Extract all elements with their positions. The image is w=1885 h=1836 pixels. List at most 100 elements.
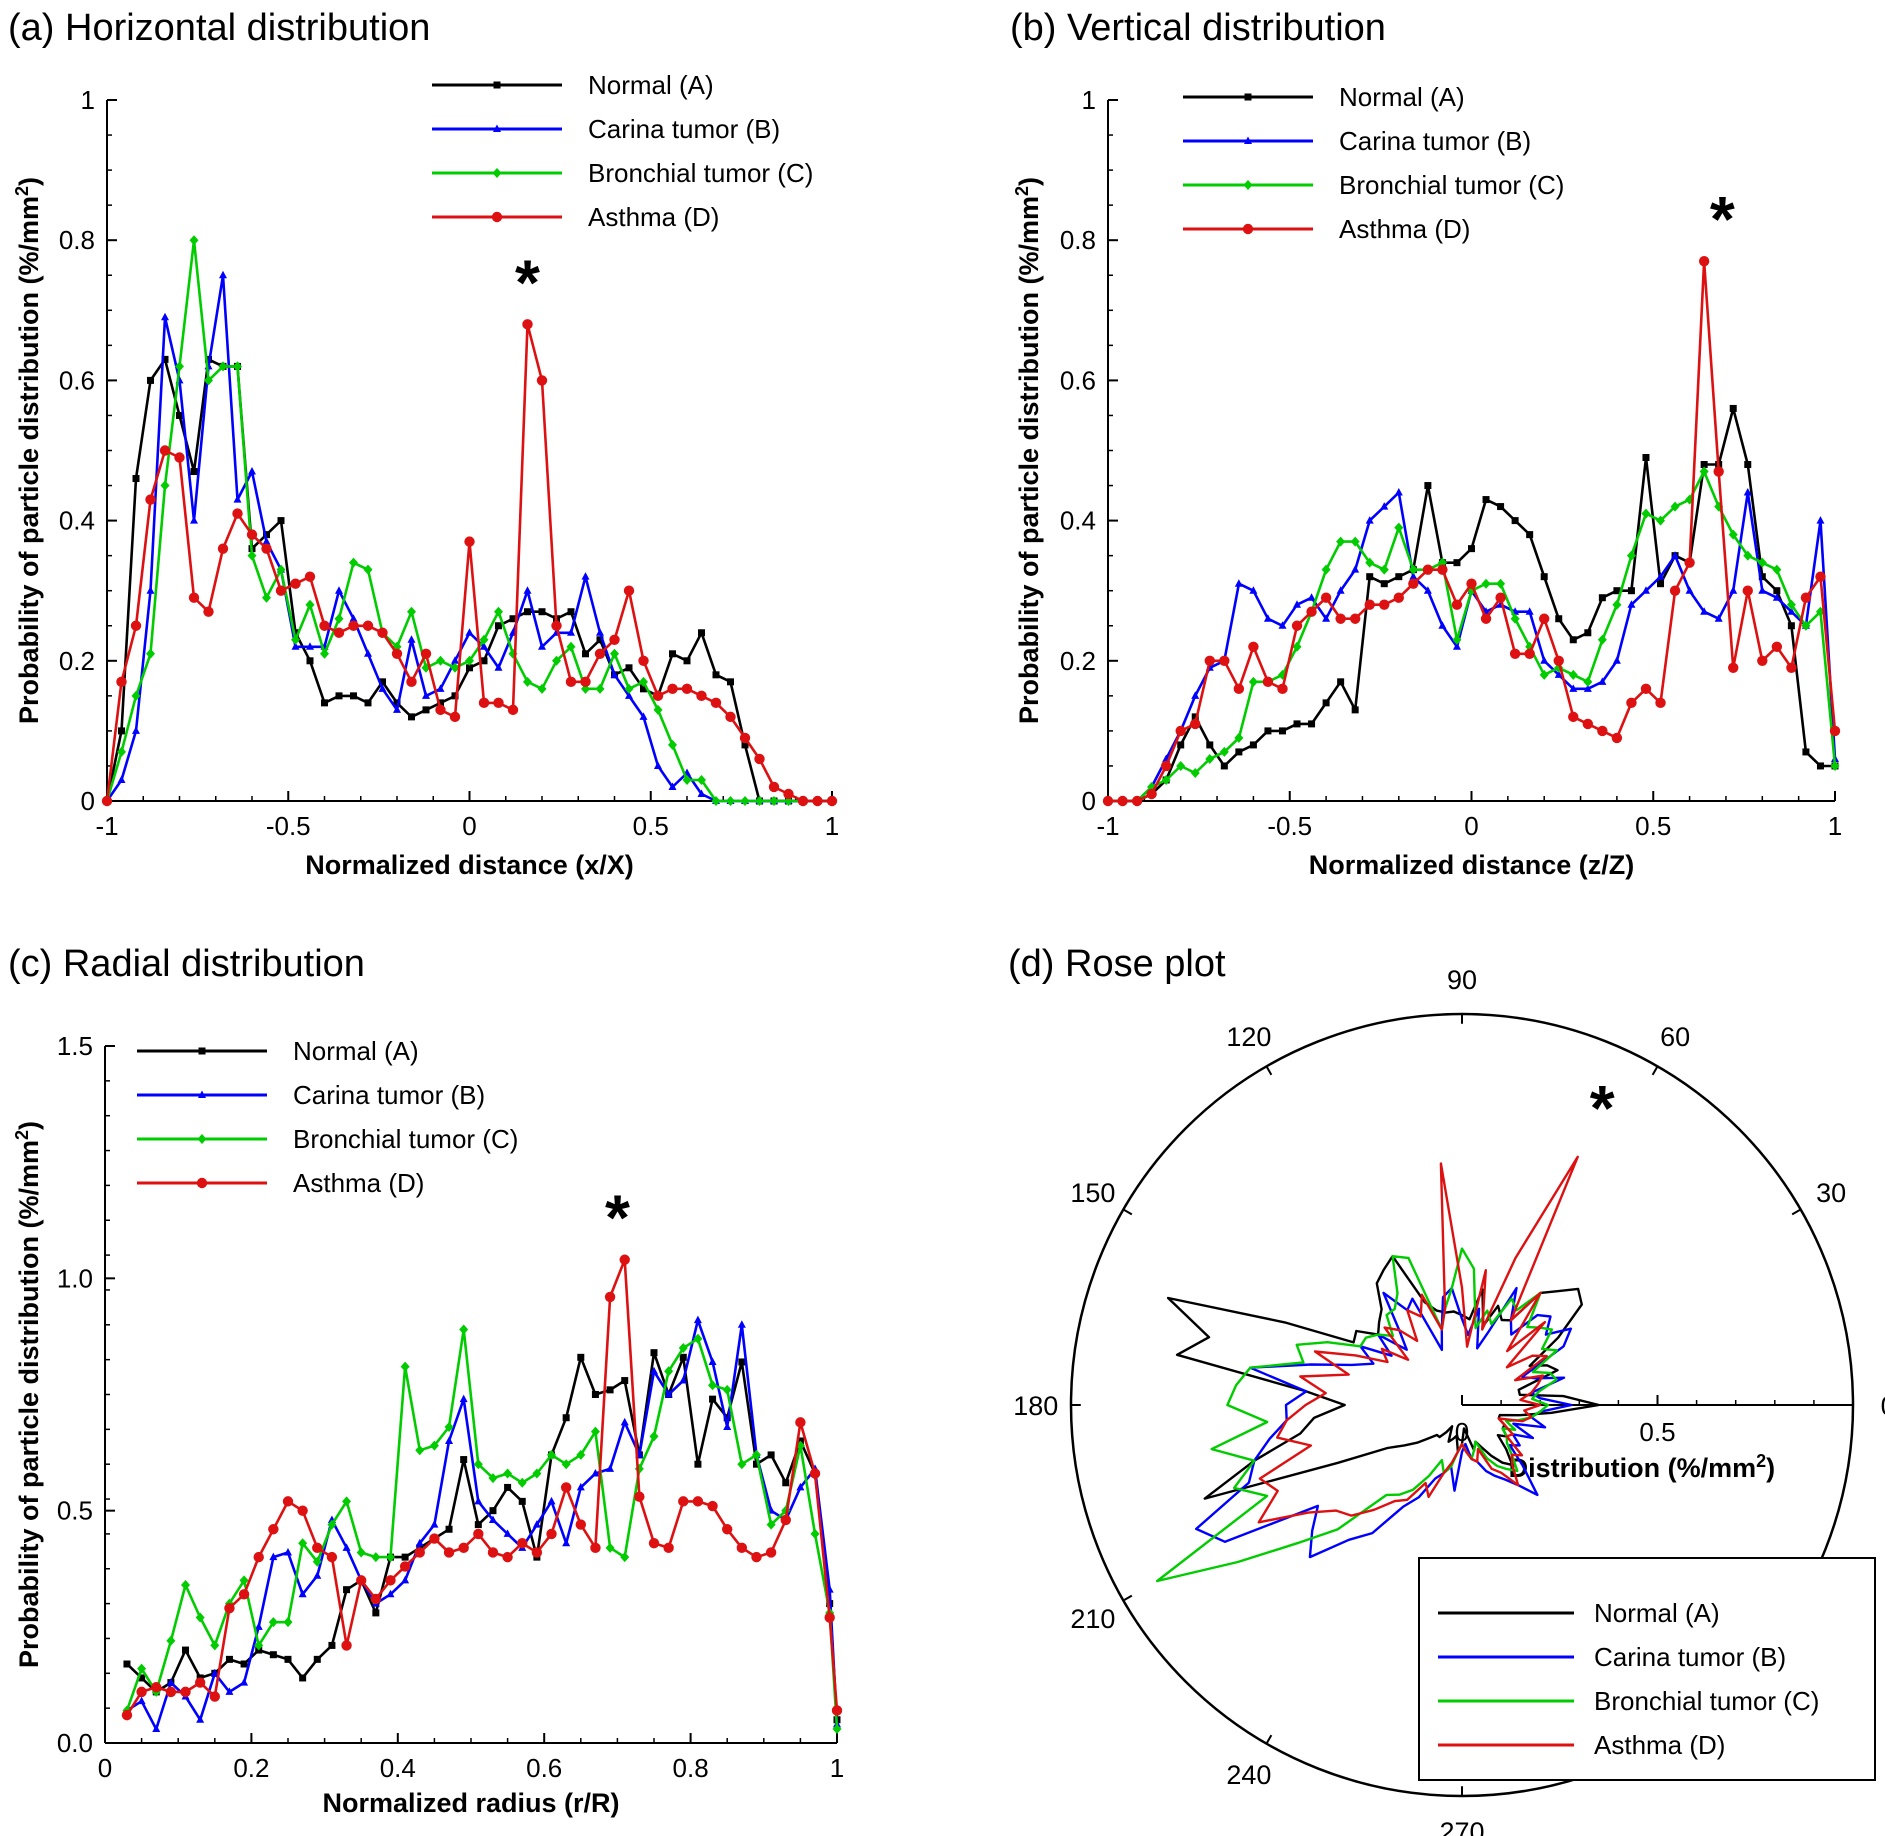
data-point <box>722 1384 732 1395</box>
legend-entry: Bronchial tumor (C) <box>1339 170 1564 200</box>
data-point <box>1517 1484 1519 1486</box>
data-point <box>1350 1364 1353 1366</box>
x-tick-label: 0 <box>462 811 476 841</box>
data-point <box>160 480 170 491</box>
data-point <box>225 1687 234 1695</box>
data-point <box>319 620 330 631</box>
data-point <box>1310 1444 1312 1447</box>
y-tick-label: 1 <box>1082 85 1096 115</box>
x-tick-label: 0 <box>1464 811 1478 841</box>
data-point <box>449 711 461 723</box>
data-point <box>766 1519 776 1530</box>
data-point <box>1514 1257 1517 1259</box>
data-point <box>306 642 314 650</box>
series-asthma-d <box>101 319 838 807</box>
data-point <box>1554 670 1563 678</box>
data-point <box>1568 669 1578 680</box>
data-point <box>1438 621 1447 629</box>
angle-tick-mark <box>1651 1065 1659 1076</box>
radial-axis-label-superscript: 2 <box>1756 1451 1766 1471</box>
data-point <box>1293 720 1301 728</box>
data-point <box>1445 1431 1448 1433</box>
data-point <box>312 1556 322 1567</box>
data-point <box>722 1524 733 1535</box>
data-point <box>1461 1247 1463 1250</box>
data-point <box>754 753 765 765</box>
data-point <box>1771 641 1783 652</box>
data-point <box>1506 1435 1508 1438</box>
data-point <box>298 1538 308 1549</box>
data-point <box>1685 586 1694 594</box>
data-point <box>783 788 794 800</box>
data-point <box>638 655 649 666</box>
data-point <box>1224 1541 1226 1543</box>
data-point <box>683 657 691 665</box>
data-point <box>580 676 591 688</box>
data-point <box>1612 599 1622 610</box>
data-point <box>363 564 373 575</box>
data-point <box>1395 573 1403 581</box>
data-point <box>562 1538 571 1547</box>
data-point <box>1117 795 1128 807</box>
data-point <box>1758 573 1766 581</box>
data-point <box>1509 648 1521 659</box>
data-point <box>751 1551 762 1563</box>
data-point <box>782 1479 790 1487</box>
data-point <box>479 634 489 645</box>
panel-d-rose-plot: (d) Rose plot 0 0.5 Distribution (%/mm2) 0 30… <box>1008 943 1885 1836</box>
data-point <box>305 599 315 610</box>
data-point <box>1365 557 1375 568</box>
data-point <box>796 1482 805 1491</box>
data-point <box>240 1678 249 1686</box>
data-point <box>460 1456 468 1464</box>
data-point <box>1418 1496 1420 1498</box>
data-point <box>1545 1333 1547 1336</box>
data-point <box>1514 1379 1516 1382</box>
data-point <box>146 648 155 659</box>
data-point <box>1160 760 1172 772</box>
data-point <box>1626 697 1637 709</box>
data-point <box>1386 1447 1389 1449</box>
data-point <box>1729 586 1738 594</box>
data-point <box>204 375 213 386</box>
data-point <box>1393 1500 1396 1502</box>
data-point <box>1744 461 1752 469</box>
data-point <box>1453 559 1461 567</box>
data-point <box>239 1575 249 1586</box>
data-point <box>1466 1345 1468 1348</box>
data-point <box>679 1353 687 1361</box>
data-point <box>1453 1310 1455 1313</box>
data-point <box>1729 404 1737 412</box>
data-point <box>123 1660 131 1668</box>
data-point <box>1220 762 1228 770</box>
data-point <box>1412 1488 1414 1491</box>
data-point <box>1393 1308 1396 1310</box>
data-point <box>625 691 633 699</box>
data-point <box>1195 1528 1198 1530</box>
data-point <box>152 1724 161 1733</box>
data-point <box>1427 1496 1430 1498</box>
data-point <box>248 467 256 475</box>
data-point <box>1553 655 1564 666</box>
data-point <box>1626 550 1636 561</box>
data-point <box>1306 606 1317 617</box>
radial-axis-label: Distribution (%/mm2) <box>1509 1451 1776 1483</box>
data-point <box>1299 1375 1302 1378</box>
data-point <box>459 1394 468 1403</box>
data-point <box>292 629 299 637</box>
data-point <box>725 711 736 723</box>
data-point <box>524 608 531 616</box>
data-point <box>1757 655 1768 666</box>
data-point <box>1161 774 1171 785</box>
data-point <box>681 683 693 695</box>
data-point <box>1757 557 1767 568</box>
data-point <box>240 1660 248 1668</box>
x-tick-label: -0.5 <box>1267 811 1312 841</box>
data-point <box>1742 585 1753 596</box>
data-point <box>1408 578 1419 589</box>
data-point <box>1204 655 1215 666</box>
data-point <box>1530 1416 1533 1419</box>
data-point <box>174 452 185 463</box>
data-point <box>1497 503 1505 511</box>
data-point <box>507 704 519 716</box>
